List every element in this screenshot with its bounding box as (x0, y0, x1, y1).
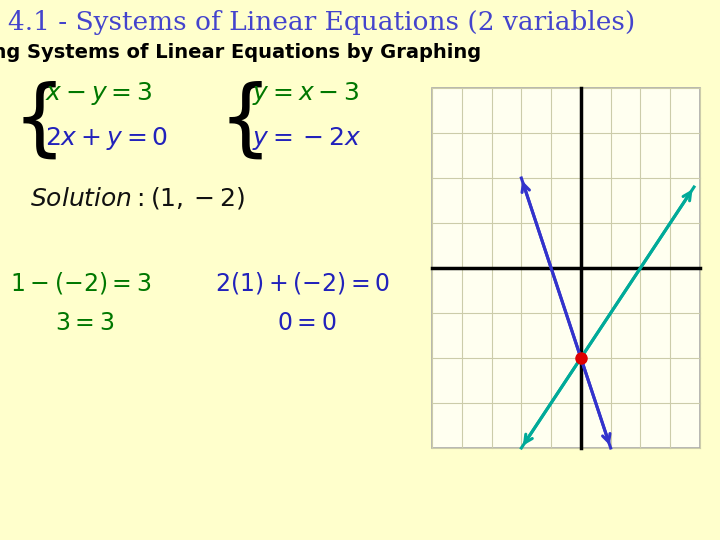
Text: 4.1 - Systems of Linear Equations (2 variables): 4.1 - Systems of Linear Equations (2 var… (8, 10, 635, 35)
Text: $2x+y=0$: $2x+y=0$ (45, 125, 168, 152)
Bar (432, 88, 700, 448)
Text: $y=-2x$: $y=-2x$ (252, 125, 361, 152)
Text: $2(1)+(-2)=0$: $2(1)+(-2)=0$ (215, 270, 390, 296)
Text: $\{$: $\{$ (12, 80, 57, 162)
Text: $\mathit{Solution}:(1,-2)$: $\mathit{Solution}:(1,-2)$ (30, 185, 245, 211)
Text: $3=3$: $3=3$ (55, 312, 114, 335)
Text: $0=0$: $0=0$ (277, 312, 336, 335)
Text: $\{$: $\{$ (218, 80, 263, 162)
Text: $1-(-2)=3$: $1-(-2)=3$ (10, 270, 151, 296)
Text: $y=x-3$: $y=x-3$ (252, 80, 359, 107)
Text: $x-y=3$: $x-y=3$ (45, 80, 153, 107)
Text: Solving Systems of Linear Equations by Graphing: Solving Systems of Linear Equations by G… (0, 43, 481, 62)
